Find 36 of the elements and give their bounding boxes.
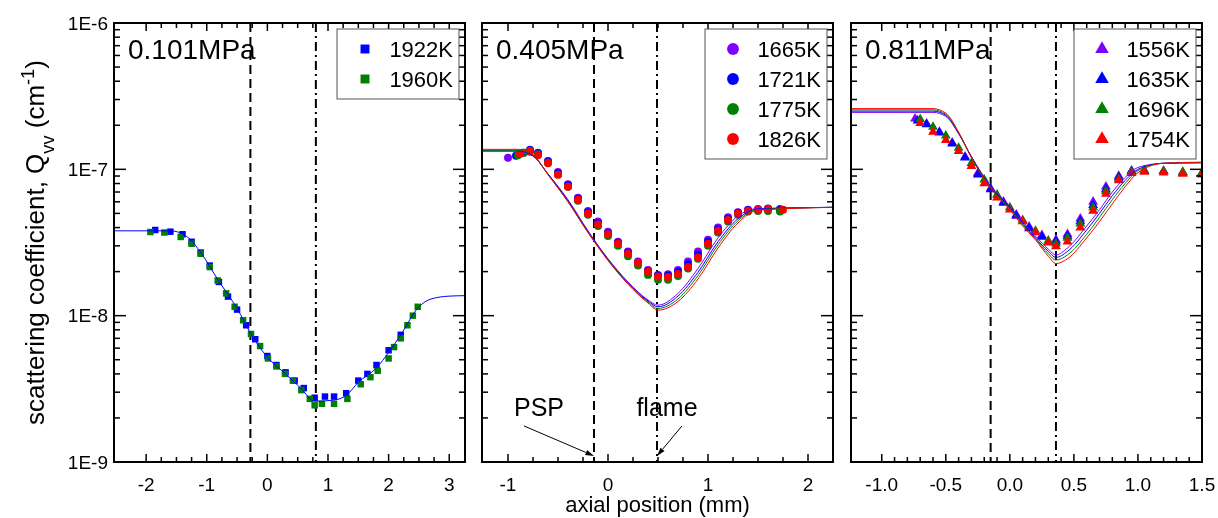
x-tick-label: 2	[383, 474, 394, 495]
legend-label: 1960K	[389, 66, 454, 92]
y-tick-label: 1E-7	[67, 158, 108, 180]
x-tick-label: 0	[602, 474, 614, 495]
x-tick-label: 0	[262, 474, 273, 495]
legend-label: 1665K	[757, 36, 822, 62]
x-tick-label: -1	[198, 474, 216, 495]
x-tick-label: 1	[702, 474, 714, 495]
chart-title: 0.405MPa	[496, 34, 625, 65]
legend-label: 1754K	[1126, 126, 1191, 152]
legend-label: 1635K	[1126, 66, 1191, 92]
x-tick-label: -1.0	[865, 474, 899, 495]
x-tick-label: 2	[802, 474, 814, 495]
x-tick-label: 1	[322, 474, 334, 495]
x-tick-label: 0.5	[1060, 474, 1088, 495]
x-axis-title: axial position (mm)	[565, 492, 750, 517]
chart-title: 0.811MPa	[865, 34, 991, 65]
x-tick-label: -2	[137, 474, 155, 495]
y-tick-label: 1E-8	[67, 305, 108, 327]
y-tick-label: 1E-6	[67, 12, 108, 34]
annotation: flame	[636, 392, 698, 421]
x-tick-label: -0.5	[929, 474, 963, 495]
x-tick-label: -1	[499, 474, 517, 495]
x-tick-label: 1.5	[1188, 474, 1216, 495]
chart-title: 0.101MPa	[128, 34, 257, 65]
x-tick-label: 1.0	[1124, 474, 1152, 495]
legend-label: 1922K	[389, 36, 454, 62]
y-tick-label: 1E-9	[67, 451, 108, 473]
annotation: PSP	[513, 392, 565, 421]
legend-label: 1721K	[757, 66, 822, 92]
legend-label: 1826K	[757, 126, 822, 152]
x-tick-label: 3	[443, 474, 455, 495]
legend-label: 1556K	[1126, 36, 1191, 62]
x-tick-label: 0.0	[996, 474, 1024, 495]
legend-label: 1775K	[757, 96, 822, 122]
legend-label: 1696K	[1126, 96, 1191, 122]
